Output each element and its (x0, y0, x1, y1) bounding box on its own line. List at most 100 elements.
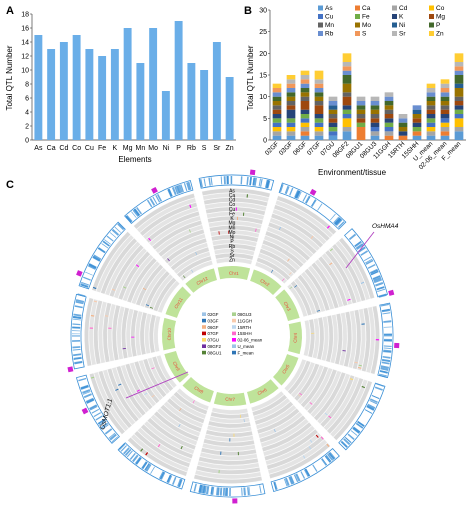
qtl-track-As (156, 354, 178, 389)
chromosome-band-tick (376, 286, 385, 291)
qtl-track-As (153, 315, 161, 353)
panel-b-xlabel: Environment/tissue (318, 168, 387, 177)
b-segment-15RTH-Sr (398, 114, 408, 119)
chromosome-band-tick (72, 340, 81, 342)
b-segment-U_mean-Cu (426, 122, 436, 127)
qtl-track-Mg (153, 411, 199, 442)
chromosome-band-tick (167, 475, 173, 484)
qtl-track-Ca (256, 257, 291, 281)
chromosome-band-tick (124, 448, 132, 456)
chromosome-band-tick (249, 177, 252, 186)
qtl-track-Rb (142, 206, 199, 240)
chromosome-band-tick (101, 243, 109, 249)
b-segment-08GF2-K (342, 105, 352, 110)
chromosome-band-tick (258, 178, 262, 187)
qtl-track-Fe (205, 429, 253, 438)
qtl-track-Cd (148, 273, 174, 311)
qtl-track-Sr (93, 371, 129, 432)
qtl-track-K (156, 407, 201, 437)
b-segment-08GU1-Sr (356, 96, 366, 101)
b-segment-U_mean-As (426, 135, 436, 140)
track-label-S: S (230, 248, 234, 254)
chromosome-band-tick (378, 293, 387, 298)
b-legend-swatch-K (392, 14, 397, 19)
chromosome-band-tick (97, 418, 106, 425)
chromosome-band-tick (297, 191, 302, 200)
b-segment-02-06_mean-K (440, 114, 450, 119)
b-legend-label-Mo: Mo (362, 22, 371, 29)
qtl-track-Zn (333, 380, 373, 441)
qtl-track-Mg (334, 313, 343, 365)
b-segment-F_mean-Cu (454, 114, 464, 119)
chromosome-band-tick (365, 259, 374, 265)
a-bar-Cd (59, 42, 68, 140)
qtl-track-Sr (202, 192, 270, 203)
a-ytick-label: 0 (25, 138, 29, 145)
b-segment-11GGH-Fe (384, 122, 394, 127)
chromosome-label: Chr6 (257, 387, 268, 396)
chromosome-band-tick (125, 215, 132, 223)
b-segment-F_mean-S (454, 66, 464, 71)
b-legend-label-Ca: Ca (362, 5, 371, 12)
qtl-track-Cu (206, 425, 252, 433)
b-segment-U_mean-Cd (426, 131, 436, 136)
qtl-track-As (179, 260, 214, 282)
chromosome-band-tick (87, 265, 96, 270)
b-segment-02GF-Mg (272, 109, 282, 114)
qtl-track-Sr (194, 469, 262, 480)
qtl-mark (233, 433, 235, 437)
qtl-track-Rb (104, 241, 141, 296)
b-segment-02-06_mean-Ca (440, 131, 450, 136)
qtl-mark (288, 272, 292, 276)
chromosome-label: Chr12 (196, 275, 210, 285)
a-bar-K (110, 49, 119, 140)
chromosome-band-tick (382, 312, 391, 315)
chromosome-band-tick (136, 207, 143, 215)
track-label-K: K (230, 216, 234, 222)
qtl-track-S (93, 300, 103, 365)
b-segment-06GF-Zn (300, 70, 310, 75)
b-segment-06GF-Mn (300, 96, 310, 101)
b-xtick-label: 06GF (292, 140, 308, 156)
qtl-mark (342, 350, 346, 352)
b-segment-08GU1-Mn (356, 114, 366, 119)
b-segment-11GGH-P (384, 101, 394, 106)
chromosome-band-tick (132, 209, 140, 217)
b-segment-08GF2-Mn (342, 92, 352, 97)
b-segment-08GU1-Rb (356, 101, 366, 106)
a-xtick-label: Cu (85, 145, 94, 152)
b-ytick-label: 0 (263, 138, 267, 145)
b-legend-swatch-Sr (392, 31, 397, 36)
b-segment-02GF-Fe (272, 118, 282, 123)
chromosome-band-tick (382, 358, 391, 362)
qtl-track-Sr (136, 197, 197, 233)
qtl-track-Mo (147, 417, 197, 451)
b-segment-08GU1-P (356, 105, 366, 110)
b-segment-02GF-K (272, 114, 282, 119)
chromosome-band-tick (104, 428, 113, 435)
qtl-track-Ca (173, 391, 208, 415)
qtl-track-As (254, 261, 288, 284)
chromosome-label: Chr9 (172, 361, 181, 372)
chromosome-band-tick (129, 452, 136, 460)
oshma4-label: OsHMA4 (372, 223, 399, 230)
qtl-track-Co (166, 397, 205, 424)
qtl-track-Mn (122, 254, 154, 302)
b-segment-15SHH-K (412, 122, 422, 127)
b-segment-06GF-Sr (300, 75, 310, 80)
outer-qtl-marker (151, 186, 158, 194)
env-legend-label: 08GU3 (238, 312, 252, 317)
qtl-mark (220, 451, 222, 455)
a-bar-Co (72, 35, 81, 140)
a-bar-P (174, 21, 183, 140)
track-label-Ni: Ni (230, 235, 235, 241)
chromosome-band-tick (219, 487, 223, 496)
outer-qtl-marker (249, 169, 256, 176)
chromosome-band-tick (72, 348, 81, 351)
chromosome-band-tick (74, 361, 83, 365)
b-segment-F_mean-Mg (454, 101, 464, 106)
env-legend-swatch (202, 338, 206, 342)
qtl-track-P (320, 374, 355, 428)
a-bar-Ni (161, 91, 170, 140)
b-segment-F_mean-Sr (454, 62, 464, 67)
